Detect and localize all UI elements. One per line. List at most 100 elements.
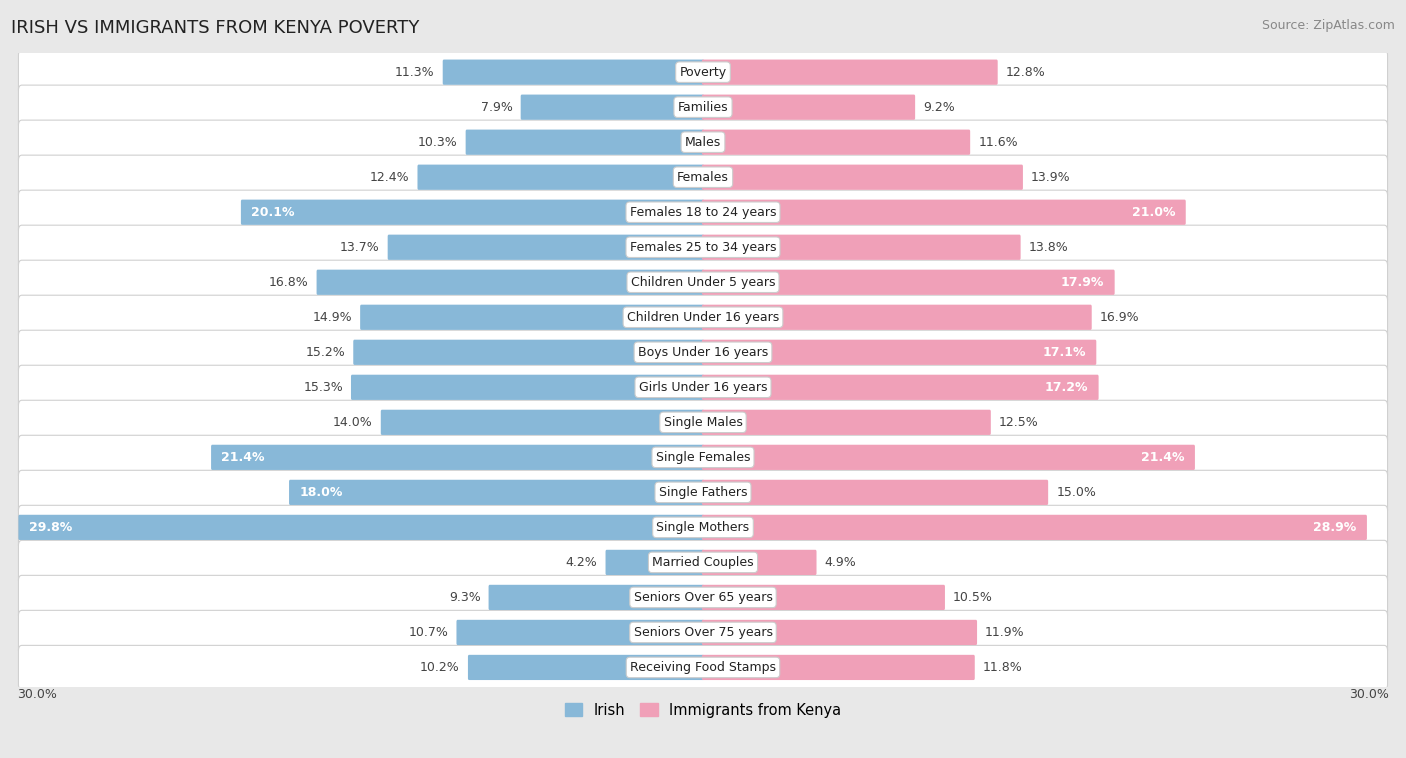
FancyBboxPatch shape: [18, 295, 1388, 340]
Text: 18.0%: 18.0%: [299, 486, 343, 499]
FancyBboxPatch shape: [443, 60, 704, 85]
FancyBboxPatch shape: [18, 330, 1388, 374]
FancyBboxPatch shape: [702, 130, 970, 155]
Text: 17.9%: 17.9%: [1062, 276, 1104, 289]
Text: Receiving Food Stamps: Receiving Food Stamps: [630, 661, 776, 674]
FancyBboxPatch shape: [360, 305, 704, 330]
Text: 4.9%: 4.9%: [824, 556, 856, 569]
Text: 21.0%: 21.0%: [1132, 205, 1175, 219]
FancyBboxPatch shape: [702, 620, 977, 645]
FancyBboxPatch shape: [418, 164, 704, 190]
Text: 10.3%: 10.3%: [418, 136, 457, 149]
Text: 30.0%: 30.0%: [17, 688, 58, 700]
Text: 11.6%: 11.6%: [979, 136, 1018, 149]
Text: 9.3%: 9.3%: [449, 591, 481, 604]
Text: 16.9%: 16.9%: [1099, 311, 1139, 324]
FancyBboxPatch shape: [18, 190, 1388, 234]
FancyBboxPatch shape: [18, 575, 1388, 619]
Text: 10.7%: 10.7%: [409, 626, 449, 639]
Text: 15.2%: 15.2%: [305, 346, 346, 359]
Text: 11.3%: 11.3%: [395, 66, 434, 79]
FancyBboxPatch shape: [702, 410, 991, 435]
FancyBboxPatch shape: [702, 480, 1047, 505]
Text: Children Under 5 years: Children Under 5 years: [631, 276, 775, 289]
Text: 12.4%: 12.4%: [370, 171, 409, 183]
FancyBboxPatch shape: [606, 550, 704, 575]
FancyBboxPatch shape: [18, 506, 1388, 550]
Text: 28.9%: 28.9%: [1313, 521, 1357, 534]
Text: 4.2%: 4.2%: [565, 556, 598, 569]
FancyBboxPatch shape: [702, 374, 1098, 400]
FancyBboxPatch shape: [702, 199, 1185, 225]
FancyBboxPatch shape: [18, 155, 1388, 199]
Text: 7.9%: 7.9%: [481, 101, 513, 114]
Text: 20.1%: 20.1%: [252, 205, 295, 219]
FancyBboxPatch shape: [211, 445, 704, 470]
FancyBboxPatch shape: [18, 260, 1388, 304]
FancyBboxPatch shape: [316, 270, 704, 295]
FancyBboxPatch shape: [702, 60, 998, 85]
FancyBboxPatch shape: [465, 130, 704, 155]
FancyBboxPatch shape: [702, 270, 1115, 295]
Text: Married Couples: Married Couples: [652, 556, 754, 569]
Text: 15.3%: 15.3%: [304, 381, 343, 394]
Text: Males: Males: [685, 136, 721, 149]
Text: Children Under 16 years: Children Under 16 years: [627, 311, 779, 324]
Text: Seniors Over 65 years: Seniors Over 65 years: [634, 591, 772, 604]
Text: 29.8%: 29.8%: [28, 521, 72, 534]
FancyBboxPatch shape: [18, 540, 1388, 584]
FancyBboxPatch shape: [520, 95, 704, 120]
FancyBboxPatch shape: [702, 585, 945, 610]
FancyBboxPatch shape: [702, 164, 1024, 190]
Text: 15.0%: 15.0%: [1056, 486, 1097, 499]
Text: 10.5%: 10.5%: [953, 591, 993, 604]
FancyBboxPatch shape: [18, 50, 1388, 94]
Text: Boys Under 16 years: Boys Under 16 years: [638, 346, 768, 359]
Text: Families: Families: [678, 101, 728, 114]
Text: 12.5%: 12.5%: [998, 416, 1039, 429]
Text: 13.7%: 13.7%: [340, 241, 380, 254]
Text: 17.2%: 17.2%: [1045, 381, 1088, 394]
FancyBboxPatch shape: [388, 235, 704, 260]
FancyBboxPatch shape: [457, 620, 704, 645]
Text: 14.9%: 14.9%: [312, 311, 352, 324]
FancyBboxPatch shape: [18, 470, 1388, 515]
FancyBboxPatch shape: [352, 374, 704, 400]
Text: Girls Under 16 years: Girls Under 16 years: [638, 381, 768, 394]
FancyBboxPatch shape: [353, 340, 704, 365]
Text: 21.4%: 21.4%: [221, 451, 264, 464]
FancyBboxPatch shape: [702, 655, 974, 680]
Text: 11.9%: 11.9%: [986, 626, 1025, 639]
FancyBboxPatch shape: [290, 480, 704, 505]
FancyBboxPatch shape: [702, 235, 1021, 260]
Text: 14.0%: 14.0%: [333, 416, 373, 429]
FancyBboxPatch shape: [240, 199, 704, 225]
FancyBboxPatch shape: [702, 445, 1195, 470]
Text: 30.0%: 30.0%: [1348, 688, 1389, 700]
FancyBboxPatch shape: [381, 410, 704, 435]
FancyBboxPatch shape: [18, 645, 1388, 690]
Text: Females: Females: [678, 171, 728, 183]
Text: Source: ZipAtlas.com: Source: ZipAtlas.com: [1261, 19, 1395, 32]
FancyBboxPatch shape: [702, 550, 817, 575]
Text: Poverty: Poverty: [679, 66, 727, 79]
FancyBboxPatch shape: [18, 85, 1388, 129]
Text: Single Females: Single Females: [655, 451, 751, 464]
Text: 16.8%: 16.8%: [269, 276, 308, 289]
FancyBboxPatch shape: [18, 610, 1388, 654]
FancyBboxPatch shape: [18, 400, 1388, 444]
FancyBboxPatch shape: [18, 435, 1388, 479]
Text: Single Fathers: Single Fathers: [659, 486, 747, 499]
Text: 13.9%: 13.9%: [1031, 171, 1070, 183]
FancyBboxPatch shape: [18, 225, 1388, 269]
FancyBboxPatch shape: [702, 340, 1097, 365]
FancyBboxPatch shape: [702, 95, 915, 120]
Text: 10.2%: 10.2%: [420, 661, 460, 674]
Text: 17.1%: 17.1%: [1042, 346, 1085, 359]
Text: Seniors Over 75 years: Seniors Over 75 years: [634, 626, 772, 639]
Text: 12.8%: 12.8%: [1005, 66, 1046, 79]
FancyBboxPatch shape: [18, 515, 704, 540]
FancyBboxPatch shape: [468, 655, 704, 680]
Text: IRISH VS IMMIGRANTS FROM KENYA POVERTY: IRISH VS IMMIGRANTS FROM KENYA POVERTY: [11, 19, 419, 37]
Text: Females 25 to 34 years: Females 25 to 34 years: [630, 241, 776, 254]
